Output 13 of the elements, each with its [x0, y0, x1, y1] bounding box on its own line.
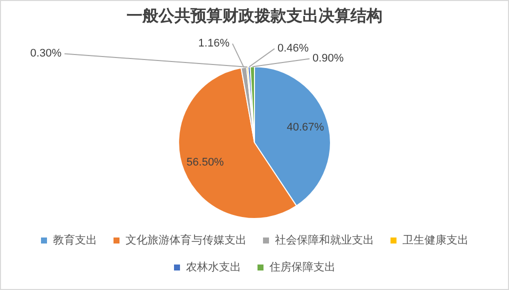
legend-label: 社会保障和就业支出 [275, 234, 374, 247]
data-label: 0.90% [312, 52, 344, 65]
legend-label: 住房保障支出 [270, 260, 336, 274]
data-label: 40.67% [286, 121, 324, 134]
legend-label: 文化旅游体育与传媒支出 [126, 234, 246, 247]
legend-label: 农林水支出 [186, 260, 241, 274]
legend-label: 教育支出 [53, 234, 97, 247]
data-label: 0.46% [278, 42, 309, 55]
data-label: 56.50% [186, 156, 224, 168]
data-label: 1.16% [198, 38, 230, 50]
chart-title: 一般公共预算财政拨款支出决算结构 [126, 7, 382, 26]
data-label: 0.30% [30, 48, 62, 60]
legend-label: 卫生健康支出 [402, 234, 468, 247]
